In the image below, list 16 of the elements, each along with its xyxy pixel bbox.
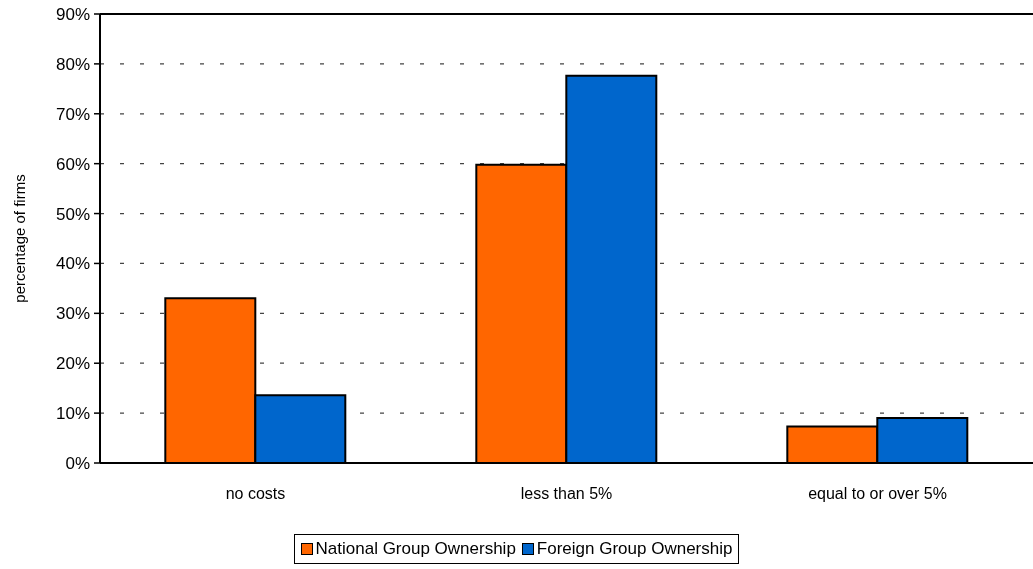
y-tick-label: 80% [55, 54, 90, 74]
y-axis-title: percentage of firms [11, 174, 29, 303]
y-tick-label: 40% [55, 254, 90, 274]
x-tick-label: less than 5% [520, 485, 613, 503]
y-tick-label: 0% [65, 454, 90, 474]
legend-label: Foreign Group Ownership [536, 539, 733, 559]
y-tick-label: 70% [55, 104, 90, 124]
x-tick-label: equal to or over 5% [808, 485, 947, 503]
y-tick-label: 60% [55, 154, 90, 174]
y-tick-label: 30% [55, 304, 90, 324]
y-tick-label: 20% [55, 354, 90, 374]
y-tick-label: 10% [55, 404, 90, 424]
x-tick-label: no costs [225, 485, 286, 503]
y-tick-label: 50% [55, 204, 90, 224]
legend-label: National Group Ownership [315, 539, 516, 559]
y-tick-label: 90% [55, 5, 90, 25]
